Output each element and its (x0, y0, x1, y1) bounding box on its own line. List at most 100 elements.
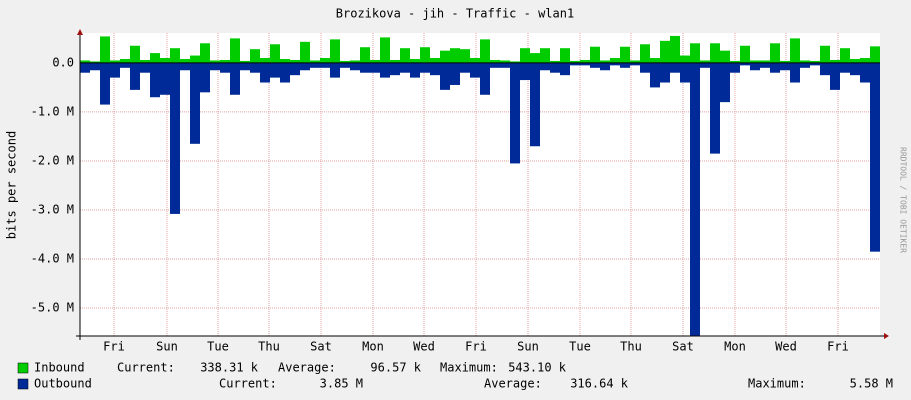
bar (730, 62, 740, 73)
x-tick-label: Fri (465, 340, 487, 354)
bar (240, 60, 250, 63)
stat-name: Average: (484, 377, 542, 391)
x-tick-label: Thu (620, 340, 642, 354)
bar (380, 62, 390, 78)
bar (430, 58, 440, 63)
bar (810, 62, 820, 66)
bar (130, 45, 140, 63)
bar (530, 62, 540, 147)
bar (560, 62, 570, 76)
bar (700, 62, 710, 68)
bar (600, 62, 610, 71)
x-tick-label: Wed (775, 340, 797, 354)
bar (830, 59, 840, 63)
bar (710, 62, 720, 154)
bar (300, 41, 310, 63)
bar (560, 48, 570, 63)
y-axis-label: bits per second (5, 131, 19, 239)
bar (390, 59, 400, 63)
bar (420, 62, 430, 73)
x-tick-label: Sun (517, 340, 539, 354)
bar (160, 62, 170, 95)
bar (280, 58, 290, 63)
bar (410, 62, 420, 78)
bar (260, 62, 270, 83)
bar (280, 62, 290, 83)
bar (760, 60, 770, 63)
bar (770, 43, 780, 63)
bar (720, 50, 730, 63)
bar (470, 58, 480, 63)
bar (810, 60, 820, 63)
bar (310, 60, 320, 63)
bar (340, 62, 350, 68)
bar (80, 60, 90, 63)
stat-value: 5.58 M (850, 377, 893, 391)
bar (400, 48, 410, 63)
bar (390, 62, 400, 76)
bar (220, 59, 230, 63)
bar (480, 39, 490, 63)
bar (290, 62, 300, 76)
bar (460, 49, 470, 63)
bar (400, 62, 410, 73)
bar (630, 60, 640, 63)
bar (760, 62, 770, 68)
bar (780, 62, 790, 71)
x-tick-label: Mon (724, 340, 746, 354)
bar (540, 48, 550, 63)
bar (690, 43, 700, 63)
bar (700, 60, 710, 63)
stat-value: 316.64 k (570, 377, 629, 391)
bar (320, 62, 330, 68)
bar (540, 62, 550, 71)
x-tick-label: Tue (569, 340, 591, 354)
y-tick-label: -1.0 M (31, 104, 74, 118)
bar (350, 60, 360, 63)
bar (240, 62, 250, 71)
bar (440, 50, 450, 63)
bar (640, 62, 650, 73)
legend-label: Inbound (34, 361, 85, 375)
x-tick-label: Fri (103, 340, 125, 354)
bar (100, 36, 110, 63)
x-tick-label: Thu (258, 340, 280, 354)
stat-value: 96.57 k (370, 361, 421, 375)
bar (790, 38, 800, 63)
bar (510, 61, 520, 63)
bar (100, 62, 110, 105)
bar (380, 37, 390, 63)
y-tick-label: -5.0 M (31, 301, 74, 315)
bar (690, 62, 700, 337)
bar (860, 58, 870, 63)
bar (150, 53, 160, 63)
legend: Inbound Current: 338.31 k Average: 96.57 k Ma… (17, 361, 893, 391)
legend-swatch (17, 378, 29, 390)
bar (230, 38, 240, 63)
bar (320, 58, 330, 63)
bar (820, 62, 830, 76)
stat-name: Maximum: (748, 377, 806, 391)
stat-value: 543.10 k (508, 361, 567, 375)
x-tick-label: Fri (827, 340, 849, 354)
bar (440, 62, 450, 90)
y-tick-label: -2.0 M (31, 153, 74, 167)
bar (550, 60, 560, 63)
bar (870, 62, 880, 252)
x-tick-label: Sun (156, 340, 178, 354)
bar (150, 62, 160, 98)
bar (110, 60, 120, 63)
bar (550, 62, 560, 73)
stat-name: Current: (219, 377, 277, 391)
bar (660, 62, 670, 83)
bar (430, 62, 440, 76)
bar (660, 40, 670, 63)
bar (850, 58, 860, 63)
bar (730, 60, 740, 63)
bar (750, 60, 760, 63)
bar (210, 60, 220, 63)
bar (460, 62, 470, 73)
bar (140, 59, 150, 63)
bar (590, 46, 600, 63)
bar (120, 58, 130, 63)
